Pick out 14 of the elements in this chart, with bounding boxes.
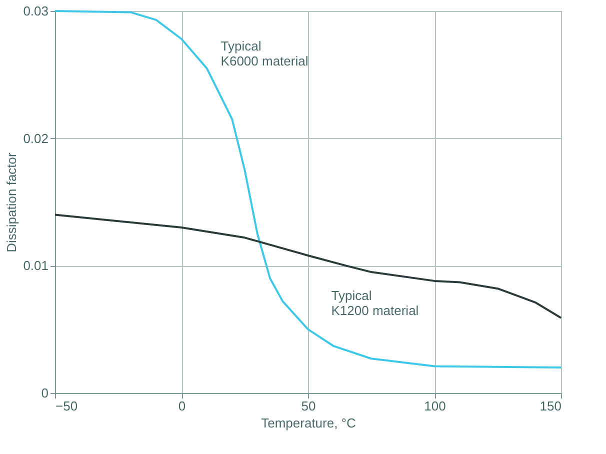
x-tick-label: 100 <box>424 398 446 414</box>
y-tick-label: 0 <box>41 386 48 400</box>
series-label: Typical K1200 material <box>331 288 419 318</box>
line-series <box>54 214 562 319</box>
y-tick-label: 0.02 <box>23 130 48 146</box>
x-axis-title: Temperature, °C <box>261 416 356 430</box>
y-tick-label: 0.01 <box>23 258 48 274</box>
x-tick-label: 50 <box>301 398 316 414</box>
x-tick-label: 150 <box>540 398 562 414</box>
x-tick-label: 0 <box>178 398 186 414</box>
y-axis-title: Dissipation factor <box>4 152 20 252</box>
x-tick-label: −50 <box>56 398 78 414</box>
y-tick-label: 0.03 <box>23 4 48 18</box>
series-label: Typical K6000 material <box>220 38 308 68</box>
